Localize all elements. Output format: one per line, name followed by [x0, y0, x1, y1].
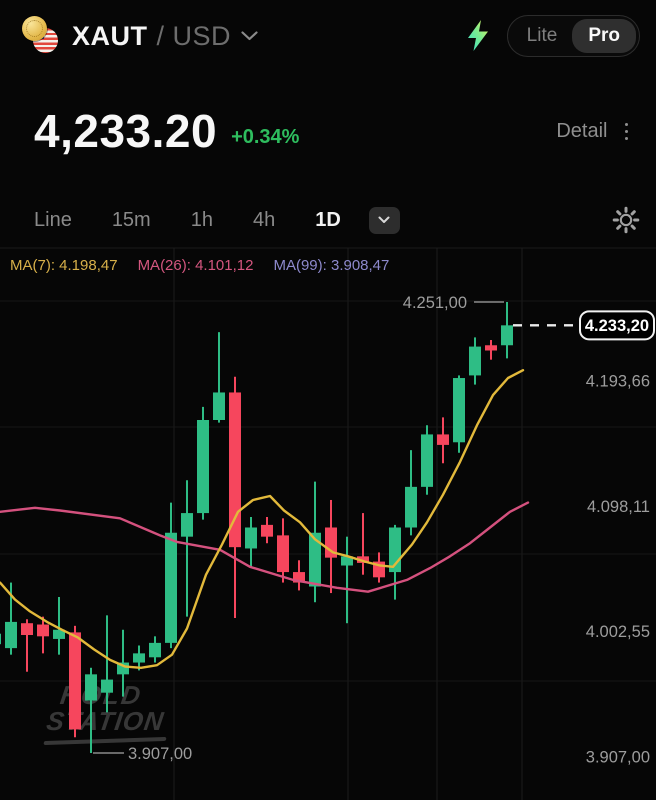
header-right: Lite Pro [466, 15, 640, 57]
candle-body [117, 662, 129, 675]
xaut-gold-coin-icon [22, 16, 47, 41]
ma7-legend: MA(7): 4.198,47 [10, 257, 118, 274]
last-price-box [579, 310, 655, 341]
ma-legend: MA(7): 4.198,47 MA(26): 4.101,12 MA(99):… [10, 257, 389, 274]
timeframe-dropdown-button[interactable] [368, 206, 400, 234]
candle-body [469, 346, 481, 376]
low-marker-label: 3.907,00 [128, 745, 192, 763]
last-price-label: 4.233,20 [585, 317, 649, 335]
lightning-icon[interactable] [466, 20, 491, 52]
y-axis-label: 4.002,55 [586, 623, 650, 641]
candle-body [357, 556, 369, 563]
candle-body [293, 572, 305, 583]
y-axis-label: 3.907,00 [586, 749, 650, 767]
candle-body [0, 633, 1, 645]
current-price: 4,233.20 [34, 105, 218, 157]
ma26-line [0, 501, 530, 593]
candle-body [261, 524, 273, 537]
candle-body [277, 535, 289, 573]
high-marker-label: 4.251,00 [403, 294, 467, 312]
tab-1d[interactable]: 1D [315, 208, 341, 231]
more-options-icon[interactable] [621, 119, 633, 145]
ma99-legend: MA(99): 3.908,47 [273, 257, 390, 274]
candle-body [213, 392, 225, 420]
pair-quote: / USD [156, 20, 232, 51]
candle-body [453, 378, 465, 443]
pair-selector-chevron-down-icon[interactable] [241, 31, 258, 41]
ma26-legend: MA(26): 4.101,12 [137, 257, 254, 274]
candle-body [485, 345, 497, 351]
candle-body [501, 325, 513, 346]
candle-body [37, 624, 49, 637]
candle-body [5, 621, 17, 649]
y-axis-label: 4.193,66 [586, 373, 650, 391]
chart-settings-gear-icon[interactable] [612, 206, 640, 234]
tab-4h[interactable]: 4h [252, 208, 276, 231]
ma7-line [0, 369, 525, 669]
tab-15m[interactable]: 15m [111, 208, 151, 231]
candle-body [405, 486, 417, 528]
header: XAUT / USD Lite Pro [22, 14, 640, 58]
mode-pro-button[interactable]: Pro [572, 19, 636, 53]
candle-body [85, 674, 97, 701]
pair-base: XAUT [72, 20, 148, 51]
price-change-percent: +0.34% [231, 126, 300, 148]
price-chart[interactable]: 4.251,00 3.907,00 4.193,66 4.098,11 4.002,55… [0, 246, 656, 800]
candle-body [421, 434, 433, 487]
candle-body [229, 392, 241, 548]
candle-body [341, 556, 353, 566]
pair-coin-icons [22, 16, 64, 56]
candle-body [437, 434, 449, 445]
price-section: 4,233.20 +0.34% Detail [34, 108, 632, 154]
timeframe-toolbar: Line 15m 1h 4h 1D [34, 202, 640, 238]
candle-body [197, 419, 209, 514]
tab-line[interactable]: Line [34, 208, 72, 231]
candle-body [149, 642, 161, 658]
candle-body [133, 653, 145, 663]
chart-area: HOLD STATION 4.251,00 3.907,00 4.193,66 4.0… [0, 246, 656, 800]
detail-wrap: Detail [556, 119, 632, 155]
candle-body [165, 532, 177, 643]
candle-body [53, 629, 65, 639]
candle-body [245, 527, 257, 549]
candle-body [69, 632, 81, 730]
candle-body [181, 513, 193, 537]
candle-body [101, 679, 113, 693]
detail-button[interactable]: Detail [556, 119, 608, 142]
candle-body [21, 623, 33, 636]
mode-toggle: Lite Pro [506, 15, 640, 57]
tab-1h[interactable]: 1h [190, 208, 213, 231]
y-axis-label: 4.098,11 [587, 498, 650, 516]
mode-lite-button[interactable]: Lite [526, 25, 558, 46]
candle-body [309, 532, 321, 587]
